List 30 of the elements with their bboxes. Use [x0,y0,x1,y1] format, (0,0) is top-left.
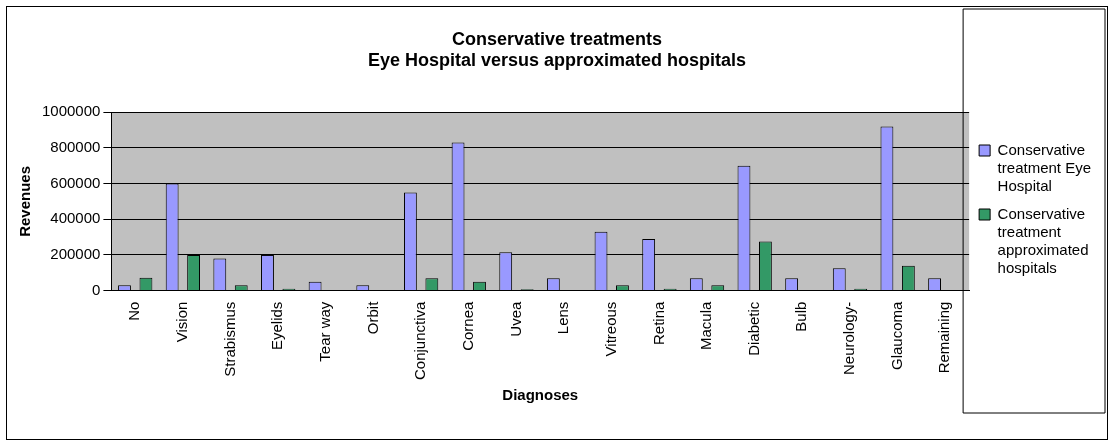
chart-subtitle: Eye Hospital versus approximated hospitals [367,50,747,71]
x-tick-label: Vision [173,301,191,343]
x-tick-label: Glaucoma [887,300,905,370]
x-tick-label: Lens [554,301,572,335]
x-tick-label: Eyelids [268,301,286,350]
y-tick-label: 200000 [50,245,101,263]
y-tick-label: 0 [92,280,101,298]
x-tick-label: Cornea [458,300,476,351]
legend-label: Conservative treatment approximated hospitals [997,204,1089,276]
x-tick-label: Neurology- [840,301,858,375]
y-tick-label: 600000 [50,173,101,191]
x-tick-label: Remaining [935,301,953,374]
x-tick-label: Diabetic [744,301,762,356]
x-tick-label: Retina [649,300,667,345]
x-tick-label: Vitreous [601,301,619,357]
x-tick-label: Macula [697,300,715,350]
x-tick-label: Tear way [315,301,333,362]
x-tick-label: No [125,301,143,321]
x-tick-label: Orbit [363,300,381,335]
legend-label: Conservative treatment Eye Hospital [997,140,1092,194]
chart-title: Conservative treatments [451,28,663,49]
x-tick-label: Strabismus [220,301,238,377]
y-tick-label: 800000 [50,138,101,156]
y-tick-label: 400000 [50,209,101,227]
y-tick-label: 1000000 [41,102,101,120]
x-axis-title: Diagnoses [502,386,579,404]
y-axis-title: Revenues [16,165,34,237]
x-tick-label: Conjunctiva [411,300,429,381]
x-tick-label: Uvea [506,300,524,337]
x-tick-label: Bulb [792,301,810,332]
